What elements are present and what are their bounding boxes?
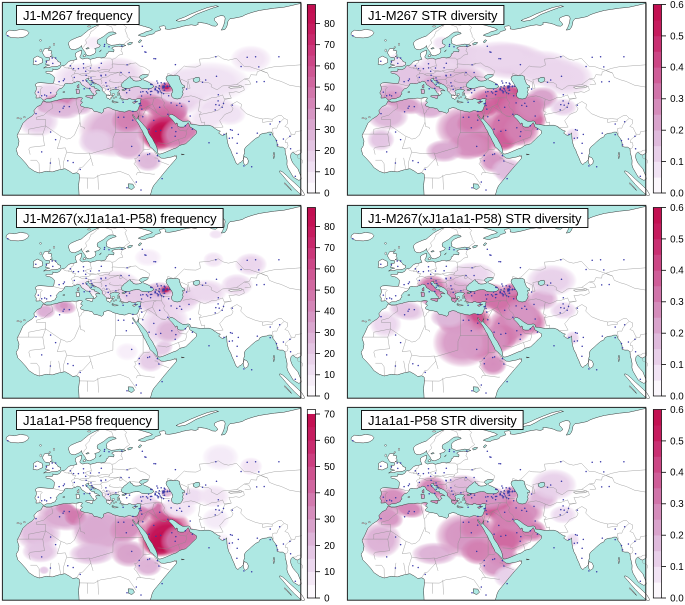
svg-text:0.1: 0.1 [670,157,684,168]
svg-text:50: 50 [324,286,335,297]
svg-text:70: 70 [324,243,335,254]
svg-text:0: 0 [324,593,330,604]
svg-text:0.0: 0.0 [670,593,684,604]
svg-text:80: 80 [324,19,335,30]
svg-text:0.2: 0.2 [670,126,684,137]
svg-text:0.1: 0.1 [670,562,684,573]
svg-text:0.3: 0.3 [670,94,684,105]
svg-text:40: 40 [324,307,335,318]
svg-text:0.6: 0.6 [670,0,684,11]
svg-text:30: 30 [324,125,335,136]
svg-text:0.5: 0.5 [670,234,684,245]
svg-text:0.2: 0.2 [670,329,684,340]
svg-text:0.4: 0.4 [670,63,684,74]
svg-text:0.0: 0.0 [670,188,684,199]
svg-text:80: 80 [324,222,335,233]
svg-text:0.5: 0.5 [670,436,684,447]
svg-text:0.4: 0.4 [670,266,684,277]
svg-text:30: 30 [324,515,335,526]
svg-text:40: 40 [324,488,335,499]
svg-text:60: 60 [324,264,335,275]
svg-text:0.1: 0.1 [670,360,684,371]
svg-text:30: 30 [324,328,335,339]
svg-text:0.3: 0.3 [670,297,684,308]
svg-text:0.5: 0.5 [670,31,684,42]
svg-text:40: 40 [324,104,335,115]
svg-text:0.0: 0.0 [670,391,684,402]
svg-text:0.4: 0.4 [670,468,684,479]
svg-text:0.2: 0.2 [670,531,684,542]
svg-text:0.6: 0.6 [670,405,684,416]
svg-text:0.3: 0.3 [670,499,684,510]
svg-text:10: 10 [324,167,335,178]
svg-text:J1a1a1-P58 STR diversity: J1a1a1-P58 STR diversity [368,413,517,428]
svg-text:20: 20 [324,541,335,552]
svg-text:0: 0 [324,391,330,402]
svg-text:J1a1a1-P58 frequency: J1a1a1-P58 frequency [23,413,152,428]
svg-text:60: 60 [324,436,335,447]
svg-text:J1-M267 frequency: J1-M267 frequency [23,8,133,23]
svg-text:20: 20 [324,349,335,360]
svg-text:20: 20 [324,146,335,157]
svg-text:J1-M267(xJ1a1a1-P58) frequency: J1-M267(xJ1a1a1-P58) frequency [23,211,217,226]
svg-text:60: 60 [324,61,335,72]
svg-text:10: 10 [324,567,335,578]
svg-text:J1-M267(xJ1a1a1-P58) STR diver: J1-M267(xJ1a1a1-P58) STR diversity [368,211,582,226]
svg-text:0: 0 [324,188,330,199]
svg-text:50: 50 [324,462,335,473]
svg-text:70: 70 [324,40,335,51]
svg-text:0.6: 0.6 [670,203,684,214]
svg-text:70: 70 [324,409,335,420]
svg-text:J1-M267 STR diversity: J1-M267 STR diversity [368,8,498,23]
svg-text:10: 10 [324,370,335,381]
svg-text:50: 50 [324,83,335,94]
